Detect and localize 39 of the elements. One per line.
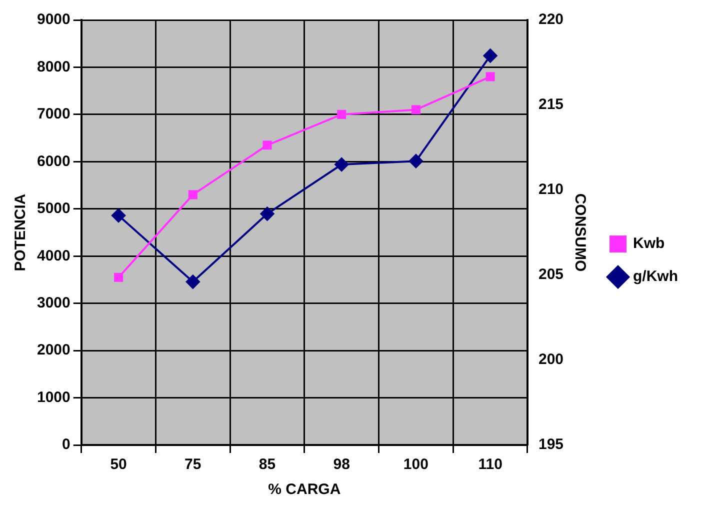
point bbox=[334, 158, 349, 172]
x-tick-label: 85 bbox=[258, 456, 276, 474]
y2-tick-label: 220 bbox=[538, 11, 564, 28]
point bbox=[486, 72, 495, 82]
y-tick-label: 1000 bbox=[36, 388, 70, 406]
y-axis-title: POTENCIA bbox=[12, 194, 30, 272]
y-tick-label: 3000 bbox=[36, 294, 70, 312]
y-tick-label: 9000 bbox=[36, 11, 70, 28]
x-tick-label: 98 bbox=[333, 456, 350, 474]
y-tick-label: 6000 bbox=[36, 152, 70, 170]
y2-tick-label: 205 bbox=[538, 266, 564, 284]
x-tick-label: 50 bbox=[110, 456, 127, 474]
point bbox=[483, 48, 498, 63]
y-tick-label: 0 bbox=[62, 436, 70, 454]
point bbox=[337, 110, 346, 119]
point bbox=[260, 206, 274, 221]
point bbox=[408, 154, 423, 168]
point bbox=[411, 105, 420, 114]
y-tick-label: 2000 bbox=[36, 342, 70, 359]
point bbox=[186, 274, 200, 289]
point bbox=[262, 140, 272, 150]
y2-tick-label: 210 bbox=[538, 181, 564, 198]
y-tick-label: 8000 bbox=[36, 58, 70, 76]
x-tick-label: 100 bbox=[403, 456, 428, 474]
x-axis-title: % CARGA bbox=[268, 481, 341, 498]
point bbox=[114, 272, 124, 282]
x-tick-label: 75 bbox=[184, 456, 202, 474]
y-tick-label: 5000 bbox=[36, 200, 70, 218]
legend-label: Kwb bbox=[633, 235, 665, 252]
y2-tick-label: 200 bbox=[538, 351, 564, 368]
y2-tick-label: 215 bbox=[538, 96, 564, 114]
x-tick-label: 110 bbox=[478, 456, 502, 474]
y2-tick-label: 195 bbox=[538, 436, 564, 454]
legend-label: g/Kwh bbox=[633, 268, 678, 286]
y-tick-label: 4000 bbox=[36, 247, 70, 264]
point bbox=[112, 208, 126, 222]
point bbox=[188, 190, 198, 200]
y2-axis-title: CONSUMO bbox=[571, 193, 588, 272]
y-tick-label: 7000 bbox=[36, 106, 70, 123]
